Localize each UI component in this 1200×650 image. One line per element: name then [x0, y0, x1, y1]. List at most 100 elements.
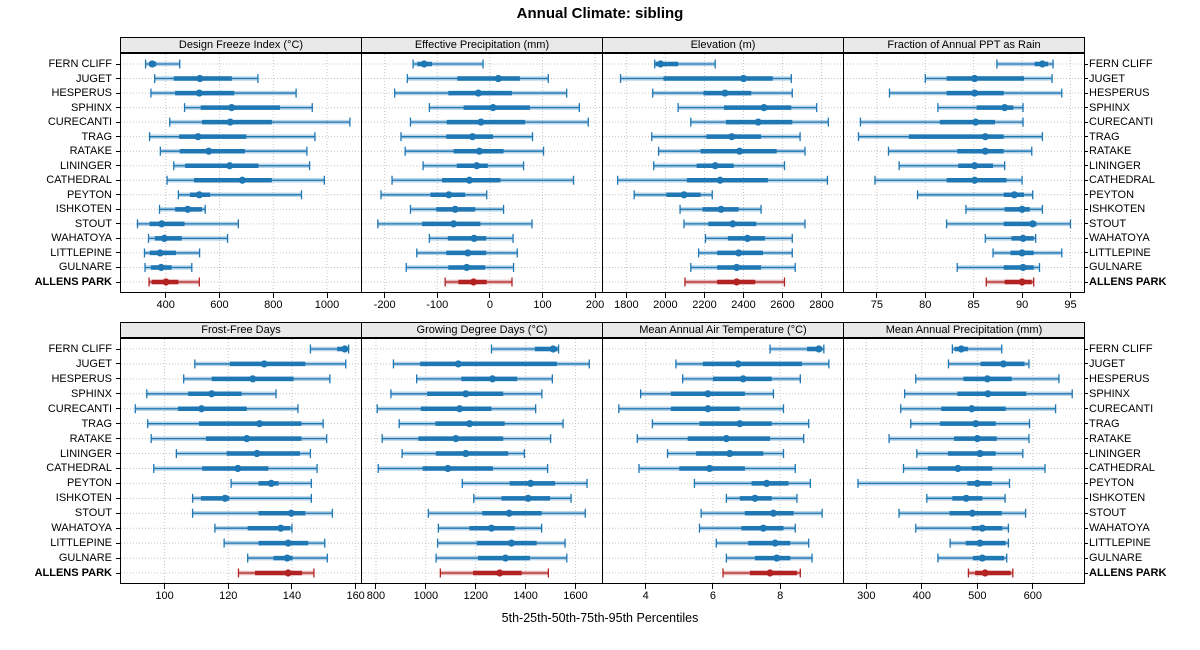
x-tick [355, 584, 357, 589]
median-dot [1018, 278, 1026, 286]
x-tick-label: 8 [777, 590, 784, 602]
median-dot [754, 118, 762, 126]
x-tick-label: 1000 [314, 299, 340, 311]
median-dot [253, 449, 261, 458]
panel-design-freeze-index-c [120, 53, 362, 293]
station-label-left-stout: STOUT [74, 217, 112, 230]
row-fern-cliff [412, 59, 484, 69]
x-tick-label: 100 [155, 590, 174, 602]
panel-plot-design-freeze-index-c [120, 53, 362, 293]
median-dot [972, 420, 980, 428]
median-dot [971, 74, 979, 83]
row-hesperus [888, 88, 1063, 98]
x-tick [703, 293, 705, 298]
row-stout [700, 508, 823, 518]
median-dot [474, 89, 482, 97]
category-tick-right [1084, 121, 1088, 123]
row-wahatoya [698, 523, 796, 533]
row-juget [619, 74, 792, 84]
median-dot [284, 569, 292, 577]
x-tick-label: 500 [968, 590, 987, 602]
station-label-left-hesperus: HESPERUS [51, 372, 112, 385]
category-tick-left [116, 453, 120, 455]
row-littlepine [143, 248, 201, 258]
station-label-left-peyton: PEYTON [66, 477, 112, 490]
row-stout [945, 219, 1072, 229]
median-dot [226, 118, 234, 126]
row-ishkoten [725, 493, 798, 503]
row-allens-park [444, 277, 513, 287]
panel-border [602, 338, 844, 584]
station-label-left-stout: STOUT [74, 507, 112, 520]
station-label-right-ishkoten: ISHKOTEN [1089, 492, 1146, 505]
category-tick-right [1084, 497, 1088, 499]
row-fern-cliff [951, 344, 1003, 354]
x-tick [525, 584, 527, 589]
station-label-left-juget: JUGET [75, 72, 112, 85]
row-curecanti [859, 117, 1024, 127]
median-dot [739, 375, 747, 383]
x-tick-label: 400 [912, 590, 931, 602]
category-tick-left [116, 63, 120, 65]
row-allens-park [148, 277, 200, 287]
x-tick-label: 80 [919, 299, 932, 311]
station-label-left-ishkoten: ISHKOTEN [55, 203, 112, 216]
row-hesperus [682, 374, 801, 384]
median-dot [743, 234, 751, 242]
median-dot [1019, 234, 1027, 242]
median-dot [704, 405, 712, 413]
row-hesperus [394, 88, 568, 98]
row-lininger [401, 449, 526, 459]
category-tick-left [116, 92, 120, 94]
median-dot [160, 234, 168, 242]
category-tick-right [1084, 107, 1088, 109]
station-label-right-ratake: RATAKE [1089, 432, 1132, 445]
median-dot [452, 435, 460, 443]
x-tick-label: 75 [870, 299, 883, 311]
median-dot [735, 249, 743, 257]
x-tick-label: 800 [366, 590, 386, 602]
median-dot [444, 464, 452, 473]
category-tick-right [1084, 557, 1088, 559]
row-littlepine [992, 248, 1063, 258]
median-dot [462, 390, 470, 398]
median-dot [735, 147, 744, 155]
station-label-right-curecanti: CURECANTI [1089, 402, 1154, 415]
category-tick-right [1084, 542, 1088, 544]
category-tick-left [116, 363, 120, 365]
x-tick [924, 293, 926, 298]
median-dot [475, 147, 483, 155]
row-cathedral [902, 463, 1046, 473]
x-tick-label: 600 [210, 299, 229, 311]
median-dot [148, 60, 156, 68]
median-dot [468, 133, 477, 141]
x-tick-label: -100 [426, 299, 449, 311]
median-dot [733, 263, 741, 272]
median-dot [771, 539, 779, 547]
row-sphinx [937, 103, 1024, 113]
median-dot [1018, 205, 1026, 213]
x-tick [821, 293, 823, 298]
station-label-left-peyton: PEYTON [66, 188, 112, 201]
x-tick [542, 293, 543, 298]
median-dot [717, 205, 725, 213]
panel-border [843, 53, 1085, 293]
row-sphinx [146, 389, 277, 399]
station-label-right-littlepine: LITTLEPINE [1089, 246, 1151, 259]
row-hesperus [415, 374, 554, 384]
x-tick [664, 293, 666, 298]
category-tick-left [116, 512, 120, 514]
panel-plot-elevation-m [602, 53, 844, 293]
median-dot [284, 539, 292, 547]
station-label-left-littlepine: LITTLEPINE [50, 537, 112, 550]
category-tick-left [116, 393, 120, 395]
median-dot [763, 479, 771, 487]
median-dot [705, 464, 714, 473]
row-peyton [461, 478, 588, 488]
row-trag [400, 132, 534, 142]
station-label-left-ratake: RATAKE [69, 145, 112, 158]
median-dot [507, 539, 516, 547]
median-dot [195, 191, 203, 199]
station-label-right-juget: JUGET [1089, 72, 1126, 85]
median-dot [972, 118, 980, 126]
